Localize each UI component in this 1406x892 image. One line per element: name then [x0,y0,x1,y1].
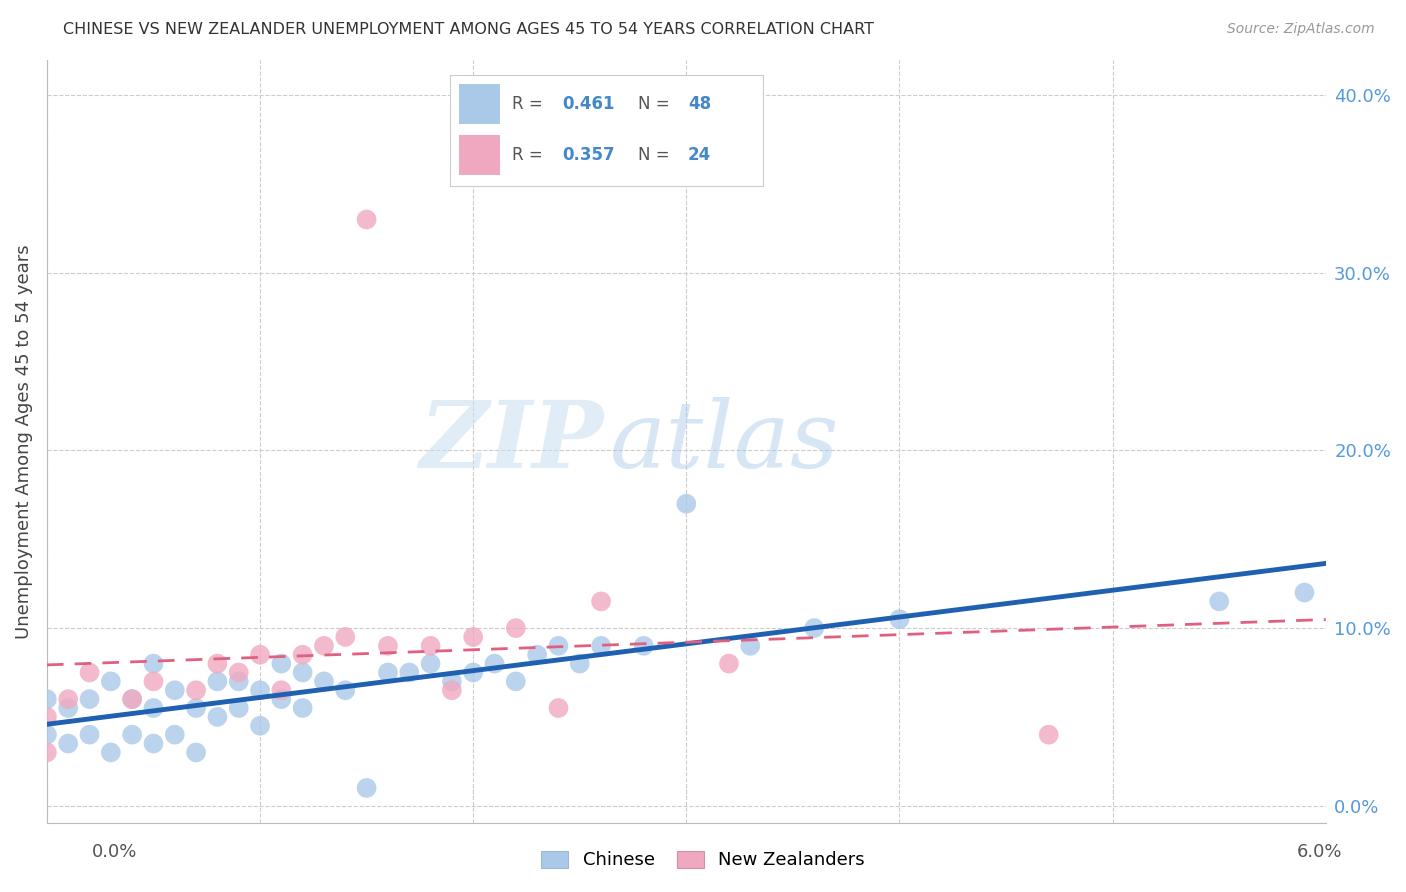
Point [291,701,314,715]
Point [58,692,80,706]
Point [312,639,335,653]
Text: ZIP: ZIP [419,397,603,486]
Point [505,621,527,635]
Point [100,674,122,689]
Point [463,665,485,680]
Point [207,657,229,671]
Y-axis label: Unemployment Among Ages 45 to 54 years: Unemployment Among Ages 45 to 54 years [15,244,32,639]
Point [79,665,101,680]
Point [1294,585,1316,599]
Point [79,692,101,706]
Point [356,780,378,795]
Point [419,657,441,671]
Point [889,612,911,626]
Point [740,639,762,653]
Point [207,674,229,689]
Point [228,701,250,715]
Text: atlas: atlas [610,397,839,486]
Text: CHINESE VS NEW ZEALANDER UNEMPLOYMENT AMONG AGES 45 TO 54 YEARS CORRELATION CHAR: CHINESE VS NEW ZEALANDER UNEMPLOYMENT AM… [63,22,875,37]
Point [547,701,569,715]
Point [377,639,399,653]
Point [312,674,335,689]
Point [568,657,591,671]
Point [142,701,165,715]
Point [79,728,101,742]
Point [121,692,143,706]
Point [121,692,143,706]
Point [35,692,58,706]
Point [249,683,271,698]
Point [591,594,613,608]
Text: 6.0%: 6.0% [1298,843,1343,861]
Point [58,737,80,751]
Point [142,657,165,671]
Point [58,701,80,715]
Point [163,728,186,742]
Point [419,639,441,653]
Point [163,683,186,698]
Point [291,665,314,680]
Point [228,674,250,689]
Point [184,746,207,760]
Point [249,719,271,733]
Point [484,657,506,671]
Point [505,674,527,689]
Point [463,630,485,644]
Point [1038,728,1060,742]
Point [35,728,58,742]
Point [1208,594,1230,608]
Point [35,710,58,724]
Point [142,737,165,751]
Point [270,657,292,671]
Point [377,665,399,680]
Point [675,497,697,511]
Point [356,212,378,227]
Point [398,665,420,680]
Point [440,674,463,689]
Text: Source: ZipAtlas.com: Source: ZipAtlas.com [1227,22,1375,37]
Legend: Chinese, New Zealanders: Chinese, New Zealanders [533,842,873,879]
Point [270,692,292,706]
Point [291,648,314,662]
Point [228,665,250,680]
Point [335,683,357,698]
Point [717,657,740,671]
Point [184,701,207,715]
Point [633,639,655,653]
Point [142,674,165,689]
Point [207,710,229,724]
Point [249,648,271,662]
Point [547,639,569,653]
Point [121,728,143,742]
Point [335,630,357,644]
Point [440,683,463,698]
Point [35,746,58,760]
Point [100,746,122,760]
Point [591,639,613,653]
Point [270,683,292,698]
Point [184,683,207,698]
Text: 0.0%: 0.0% [91,843,136,861]
Point [526,648,548,662]
Point [803,621,825,635]
